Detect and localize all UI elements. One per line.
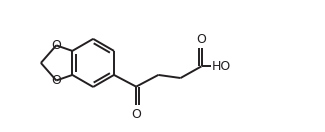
Text: O: O: [51, 74, 61, 87]
Text: O: O: [51, 39, 61, 52]
Text: O: O: [197, 33, 206, 46]
Text: HO: HO: [212, 60, 231, 73]
Text: O: O: [131, 108, 141, 121]
